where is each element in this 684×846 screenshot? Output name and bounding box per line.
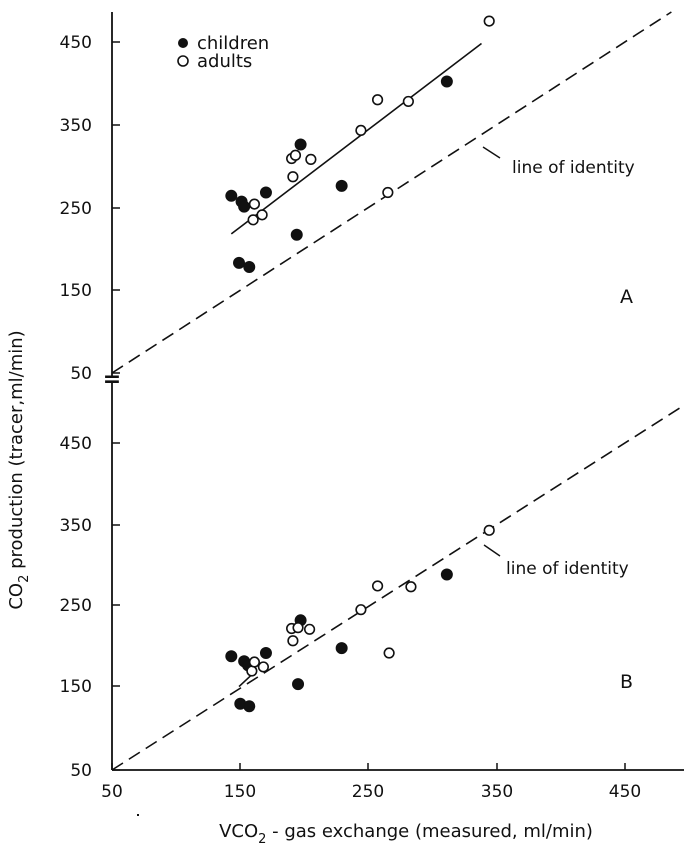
y-tick-label-a-350: 350 bbox=[60, 116, 92, 136]
point-b-adults-9 bbox=[405, 581, 417, 593]
point-b-adults-7 bbox=[355, 604, 367, 616]
point-a-children-5 bbox=[335, 179, 348, 192]
point-a-children-2 bbox=[238, 200, 251, 213]
point-b-children-6 bbox=[292, 678, 305, 691]
point-b-children-0 bbox=[225, 650, 238, 663]
point-a-children-8 bbox=[243, 261, 256, 274]
y-tick-labels-panel-a: 50 150 250 350 450 bbox=[60, 33, 92, 384]
point-b-adults-11 bbox=[483, 524, 495, 536]
point-b-adults-1 bbox=[248, 656, 261, 668]
y-tick-labels-panel-b: 50 150 250 350 450 bbox=[60, 434, 92, 781]
legend-adults-label: adults bbox=[197, 51, 252, 72]
point-a-children-4 bbox=[294, 138, 307, 151]
identity-arrow-a bbox=[482, 146, 501, 159]
identity-annotation-a: line of identity bbox=[482, 146, 635, 178]
panel-b-plot bbox=[111, 404, 684, 771]
y-tick-label-a-50: 50 bbox=[70, 364, 92, 384]
y-tick-label-b-250: 250 bbox=[60, 596, 92, 616]
point-b-adults-8 bbox=[371, 580, 384, 592]
point-a-adults-10 bbox=[382, 186, 394, 199]
identity-arrow-b bbox=[483, 544, 501, 557]
x-tick-label-50: 50 bbox=[101, 782, 123, 802]
point-b-adults-5 bbox=[287, 635, 299, 647]
point-a-children-6 bbox=[290, 228, 303, 241]
point-b-adults-4 bbox=[292, 622, 304, 634]
point-b-children-3 bbox=[259, 647, 272, 660]
y-axis-break-mark: = bbox=[103, 367, 121, 392]
point-a-adults-2 bbox=[256, 209, 268, 221]
y-tick-label-b-450: 450 bbox=[60, 434, 92, 454]
point-b-adults-0 bbox=[246, 665, 258, 677]
y-tick-label-a-250: 250 bbox=[60, 199, 92, 219]
x-tick-label-150: 150 bbox=[224, 782, 256, 802]
y-ticks-panel-a bbox=[112, 41, 120, 374]
identity-line-b bbox=[111, 404, 684, 771]
x-axis-label-main: VCO bbox=[219, 821, 258, 842]
x-axis-label-subscript: 2 bbox=[258, 832, 266, 846]
y-axis-label: CO2 production (tracer,ml/min) bbox=[6, 330, 32, 609]
point-b-children-8 bbox=[243, 700, 256, 713]
panel-letter-b: B bbox=[620, 671, 633, 693]
regression-line-a bbox=[230, 42, 482, 235]
point-a-adults-4 bbox=[289, 149, 302, 161]
x-tick-label-350: 350 bbox=[481, 782, 513, 802]
identity-label-b: line of identity bbox=[506, 559, 629, 579]
x-tick-label-250: 250 bbox=[352, 782, 384, 802]
identity-annotation-b: line of identity bbox=[483, 544, 629, 579]
point-a-adults-11 bbox=[483, 15, 495, 27]
x-tick-labels: 50 150 250 350 450 bbox=[101, 782, 641, 802]
x-ticks bbox=[111, 763, 626, 770]
point-a-adults-7 bbox=[355, 124, 367, 136]
axes bbox=[111, 12, 684, 771]
x-axis-label: VCO2 - gas exchange (measured, ml/min) bbox=[219, 821, 593, 846]
point-a-children-7 bbox=[233, 256, 246, 269]
legend-children-label: children bbox=[197, 33, 269, 54]
y-tick-label-a-450: 450 bbox=[60, 33, 92, 53]
legend-children-marker bbox=[178, 38, 188, 48]
identity-label-a: line of identity bbox=[512, 158, 635, 178]
point-a-children-0 bbox=[225, 189, 238, 202]
legend: children adults bbox=[177, 33, 269, 72]
point-a-adults-6 bbox=[305, 153, 317, 165]
y-axis-label-main: CO bbox=[6, 583, 27, 610]
point-a-adults-5 bbox=[287, 171, 299, 183]
point-a-adults-0 bbox=[247, 214, 259, 226]
point-a-adults-8 bbox=[371, 94, 384, 106]
point-a-children-9 bbox=[440, 75, 453, 88]
panel-letter-a: A bbox=[620, 286, 633, 308]
point-b-adults-10 bbox=[383, 647, 395, 659]
y-tick-label-b-50: 50 bbox=[70, 761, 92, 781]
y-tick-label-b-350: 350 bbox=[60, 516, 92, 536]
y-tick-label-b-150: 150 bbox=[60, 677, 92, 697]
y-axis-label-rest: production (tracer,ml/min) bbox=[6, 330, 27, 574]
point-b-children-5 bbox=[335, 642, 348, 655]
point-b-adults-6 bbox=[303, 623, 316, 635]
x-axis-label-rest: - gas exchange (measured, ml/min) bbox=[266, 821, 593, 842]
y-tick-label-a-150: 150 bbox=[60, 281, 92, 301]
point-a-children-3 bbox=[259, 186, 272, 199]
point-b-children-9 bbox=[440, 568, 453, 581]
point-a-adults-9 bbox=[402, 95, 414, 108]
y-axis-label-subscript: 2 bbox=[17, 575, 32, 583]
x-tick-label-450: 450 bbox=[609, 782, 641, 802]
panel-a-plot bbox=[111, 11, 672, 374]
point-a-adults-1 bbox=[248, 198, 261, 210]
point-b-adults-2 bbox=[257, 661, 269, 673]
legend-adults-marker bbox=[177, 55, 189, 67]
y-ticks-panel-b bbox=[112, 442, 120, 771]
